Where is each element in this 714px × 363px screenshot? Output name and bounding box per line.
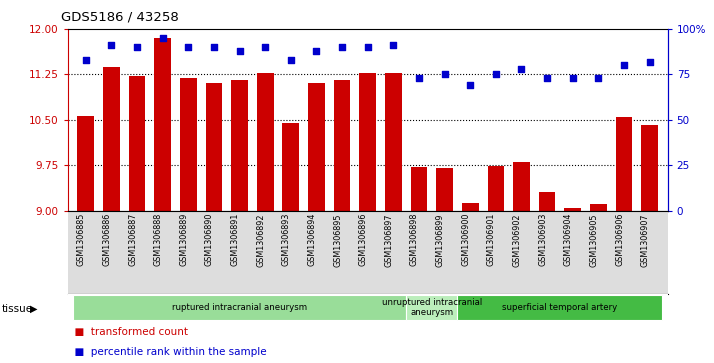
Text: GSM1306891: GSM1306891 [231, 213, 240, 266]
Point [439, 72, 451, 77]
Bar [615, 117, 633, 211]
Text: GSM1306901: GSM1306901 [487, 213, 496, 266]
Text: GSM1306905: GSM1306905 [589, 213, 598, 266]
Bar [73, 295, 406, 320]
Bar [641, 125, 658, 211]
Bar [129, 76, 146, 211]
Bar [590, 204, 607, 211]
Bar [283, 123, 299, 211]
Text: GSM1306897: GSM1306897 [384, 213, 393, 266]
Bar [77, 115, 94, 211]
Text: GSM1306904: GSM1306904 [564, 213, 573, 266]
Point [336, 44, 348, 50]
Point [541, 75, 553, 81]
Text: GSM1306896: GSM1306896 [358, 213, 368, 266]
Point [183, 44, 194, 50]
Point [413, 75, 425, 81]
Text: GSM1306887: GSM1306887 [128, 213, 137, 266]
Point [311, 48, 322, 54]
Bar [206, 83, 222, 211]
Bar [539, 192, 555, 211]
Text: ■  percentile rank within the sample: ■ percentile rank within the sample [68, 347, 266, 357]
Point [362, 44, 373, 50]
Bar [488, 166, 504, 211]
Bar [231, 81, 248, 211]
Point [593, 75, 604, 81]
Bar [308, 83, 325, 211]
Bar [103, 67, 120, 211]
Bar [436, 168, 453, 211]
Bar [513, 162, 530, 211]
Text: GSM1306892: GSM1306892 [256, 213, 265, 266]
Text: GSM1306890: GSM1306890 [205, 213, 214, 266]
Text: GSM1306902: GSM1306902 [513, 213, 521, 266]
Bar [411, 167, 427, 211]
Point [516, 66, 527, 72]
Point [567, 75, 578, 81]
Bar [359, 73, 376, 211]
Text: GSM1306895: GSM1306895 [333, 213, 342, 266]
Text: GSM1306886: GSM1306886 [102, 213, 111, 266]
Point [106, 42, 117, 48]
Point [465, 82, 476, 88]
Point [131, 44, 143, 50]
Text: GSM1306885: GSM1306885 [77, 213, 86, 266]
Text: GSM1306903: GSM1306903 [538, 213, 547, 266]
Point [490, 72, 501, 77]
Bar [385, 73, 402, 211]
Text: ▶: ▶ [30, 303, 38, 314]
Bar [180, 78, 196, 211]
Text: GSM1306906: GSM1306906 [615, 213, 624, 266]
Point [618, 62, 630, 68]
Bar [406, 295, 458, 320]
Text: GSM1306900: GSM1306900 [461, 213, 471, 266]
Text: GSM1306907: GSM1306907 [640, 213, 650, 266]
Bar [462, 203, 478, 211]
Point [80, 57, 91, 63]
Bar [333, 81, 351, 211]
Point [644, 59, 655, 65]
Point [388, 42, 399, 48]
Point [285, 57, 296, 63]
Text: unruptured intracranial
aneurysm: unruptured intracranial aneurysm [382, 298, 482, 317]
Text: GSM1306898: GSM1306898 [410, 213, 419, 266]
Point [157, 35, 169, 41]
Text: GSM1306893: GSM1306893 [282, 213, 291, 266]
Bar [458, 295, 663, 320]
Point [259, 44, 271, 50]
Text: GSM1306889: GSM1306889 [179, 213, 188, 266]
Text: GSM1306894: GSM1306894 [308, 213, 316, 266]
Text: superficial temporal artery: superficial temporal artery [503, 303, 618, 312]
Point [208, 44, 220, 50]
Text: GSM1306888: GSM1306888 [154, 213, 163, 266]
Bar [154, 38, 171, 211]
Text: GSM1306899: GSM1306899 [436, 213, 445, 266]
Text: GDS5186 / 43258: GDS5186 / 43258 [61, 11, 178, 24]
Point [234, 48, 246, 54]
Text: tissue: tissue [1, 303, 33, 314]
Bar [257, 73, 273, 211]
Bar [565, 208, 581, 211]
Text: ruptured intracranial aneurysm: ruptured intracranial aneurysm [172, 303, 307, 312]
Text: ■  transformed count: ■ transformed count [68, 327, 188, 337]
